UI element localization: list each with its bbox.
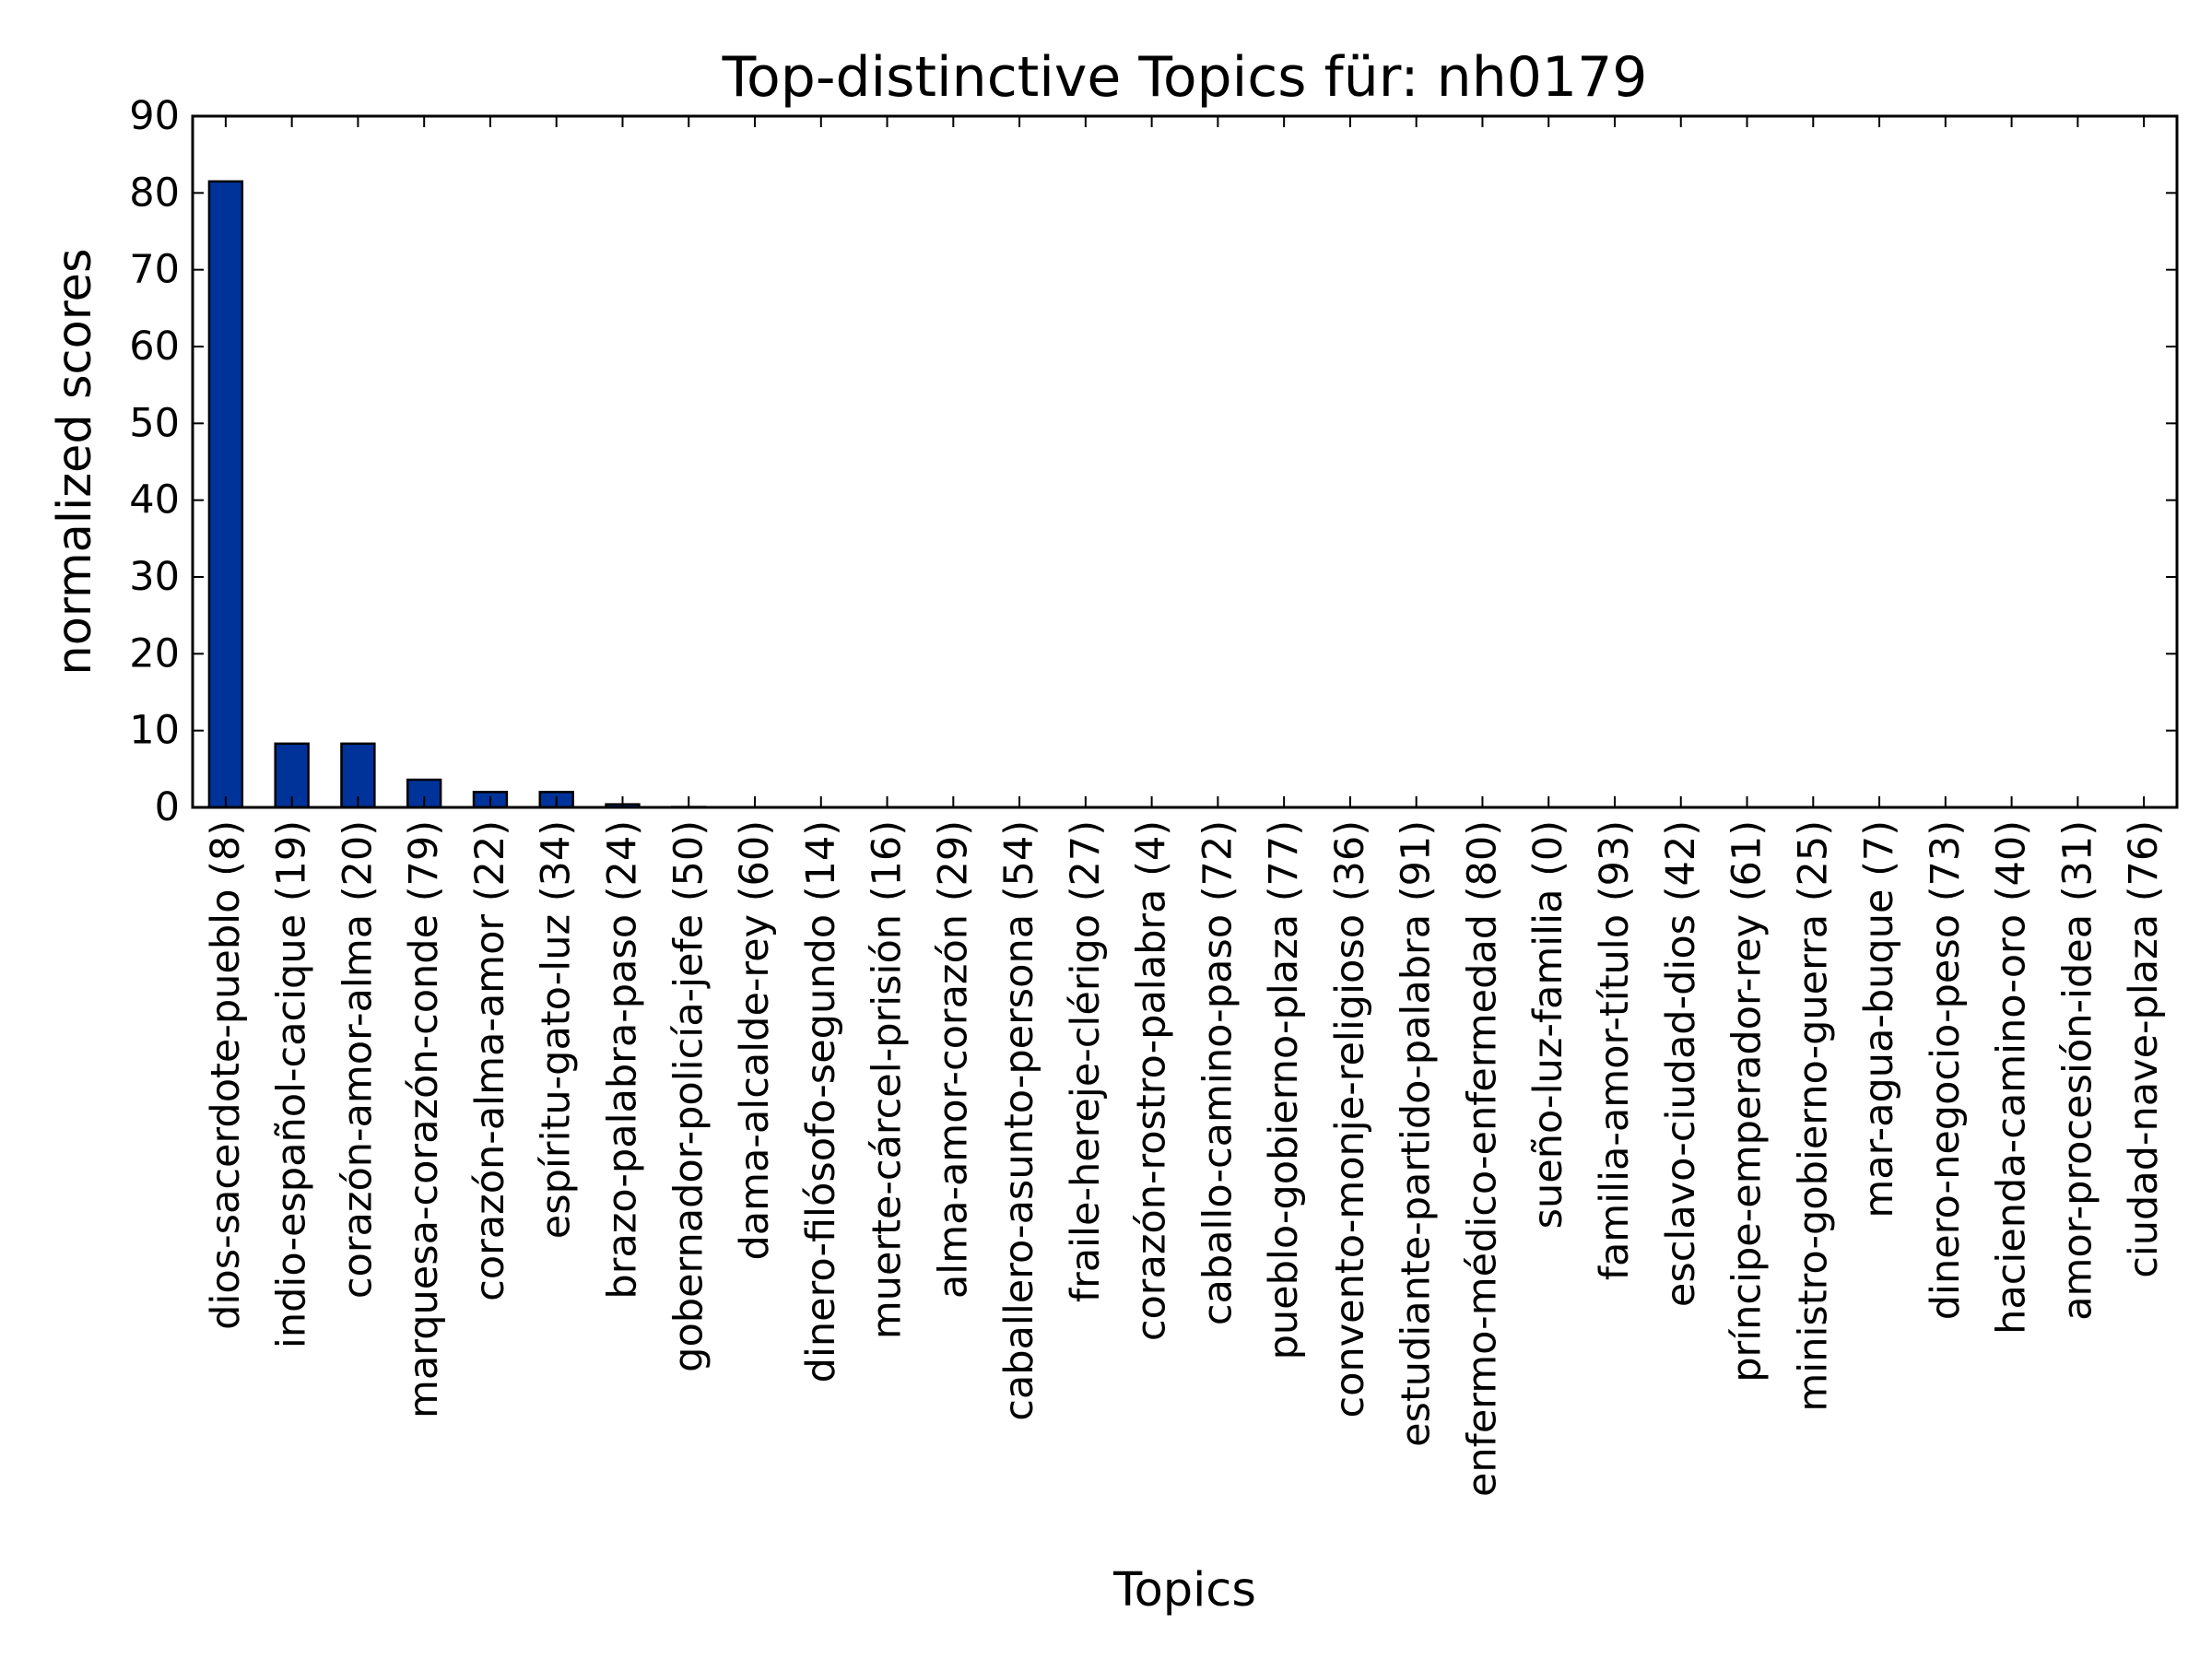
x-tick-label: dinero-negocio-peso (73) xyxy=(1923,820,1969,1320)
x-tick-label: dios-sacerdote-pueblo (8) xyxy=(203,820,249,1330)
y-tick-label: 30 xyxy=(129,554,180,600)
x-tick-label: mar-agua-buque (7) xyxy=(1856,820,1902,1218)
x-tick-label: hacienda-camino-oro (40) xyxy=(1989,820,2035,1335)
x-tick-label: pueblo-gobierno-plaza (77) xyxy=(1261,820,1307,1359)
y-tick-label: 0 xyxy=(155,784,180,830)
ticks-layer xyxy=(193,115,2177,808)
y-tick-label: 90 xyxy=(129,93,180,139)
x-tick-label: marquesa-corazón-conde (79) xyxy=(401,820,447,1418)
x-tick-label: convento-monje-religioso (36) xyxy=(1327,820,1373,1418)
x-tick-label: dama-alcalde-rey (60) xyxy=(732,820,778,1260)
y-tick-label: 10 xyxy=(129,708,180,754)
x-tick-label: ministro-gobierno-guerra (25) xyxy=(1790,820,1836,1412)
x-tick-label: estudiante-partido-palabra (91) xyxy=(1394,820,1440,1447)
x-tick-label: dinero-filósofo-segundo (14) xyxy=(798,820,844,1382)
x-tick-label: enfermo-médico-enfermedad (80) xyxy=(1459,820,1505,1497)
x-tick-label: gobernador-policía-jefe (50) xyxy=(665,820,712,1372)
x-tick-label: esclavo-ciudad-dios (42) xyxy=(1658,820,1704,1307)
x-tick-label: muerte-cárcel-prisión (16) xyxy=(865,820,911,1339)
x-tick-label: sueño-luz-familia (0) xyxy=(1525,820,1571,1229)
y-tick-label: 60 xyxy=(129,324,180,370)
x-tick-label: caballero-asunto-persona (54) xyxy=(996,820,1042,1421)
x-tick-label: fraile-hereje-clérigo (27) xyxy=(1063,820,1109,1302)
labels-layer: dios-sacerdote-pueblo (8) indio-español-c… xyxy=(129,93,2167,1497)
x-tick-label: corazón-alma-amor (22) xyxy=(467,820,513,1301)
x-tick-label: corazón-amor-alma (20) xyxy=(335,820,381,1299)
x-tick-label: ciudad-nave-plaza (76) xyxy=(2121,820,2167,1278)
y-axis-title: normalized scores xyxy=(48,248,102,675)
y-tick-label: 80 xyxy=(129,170,180,216)
x-tick-label: amor-procesión-idea (31) xyxy=(2054,820,2100,1321)
bar-0 xyxy=(207,180,244,809)
x-tick-label: alma-amor-corazón (29) xyxy=(930,820,976,1299)
x-tick-label: indio-español-cacique (19) xyxy=(269,820,315,1348)
x-tick-label: familia-amor-título (93) xyxy=(1592,820,1638,1280)
chart-title: Top-distinctive Topics für: nh0179 xyxy=(722,45,1648,110)
x-tick-label: corazón-rostro-palabra (4) xyxy=(1129,820,1175,1341)
x-tick-label: brazo-palabra-paso (24) xyxy=(599,820,645,1300)
x-tick-label: caballo-camino-paso (72) xyxy=(1194,820,1241,1325)
y-tick-label: 40 xyxy=(129,477,180,524)
x-tick-label: príncipe-emperador-rey (61) xyxy=(1724,820,1771,1382)
y-tick-label: 70 xyxy=(129,247,180,293)
y-tick-label: 20 xyxy=(129,630,180,677)
x-axis-title: Topics xyxy=(1112,1563,1256,1618)
plot-frame xyxy=(191,114,2179,809)
y-tick-label: 50 xyxy=(129,400,180,446)
x-tick-label: espíritu-gato-luz (34) xyxy=(534,820,580,1239)
